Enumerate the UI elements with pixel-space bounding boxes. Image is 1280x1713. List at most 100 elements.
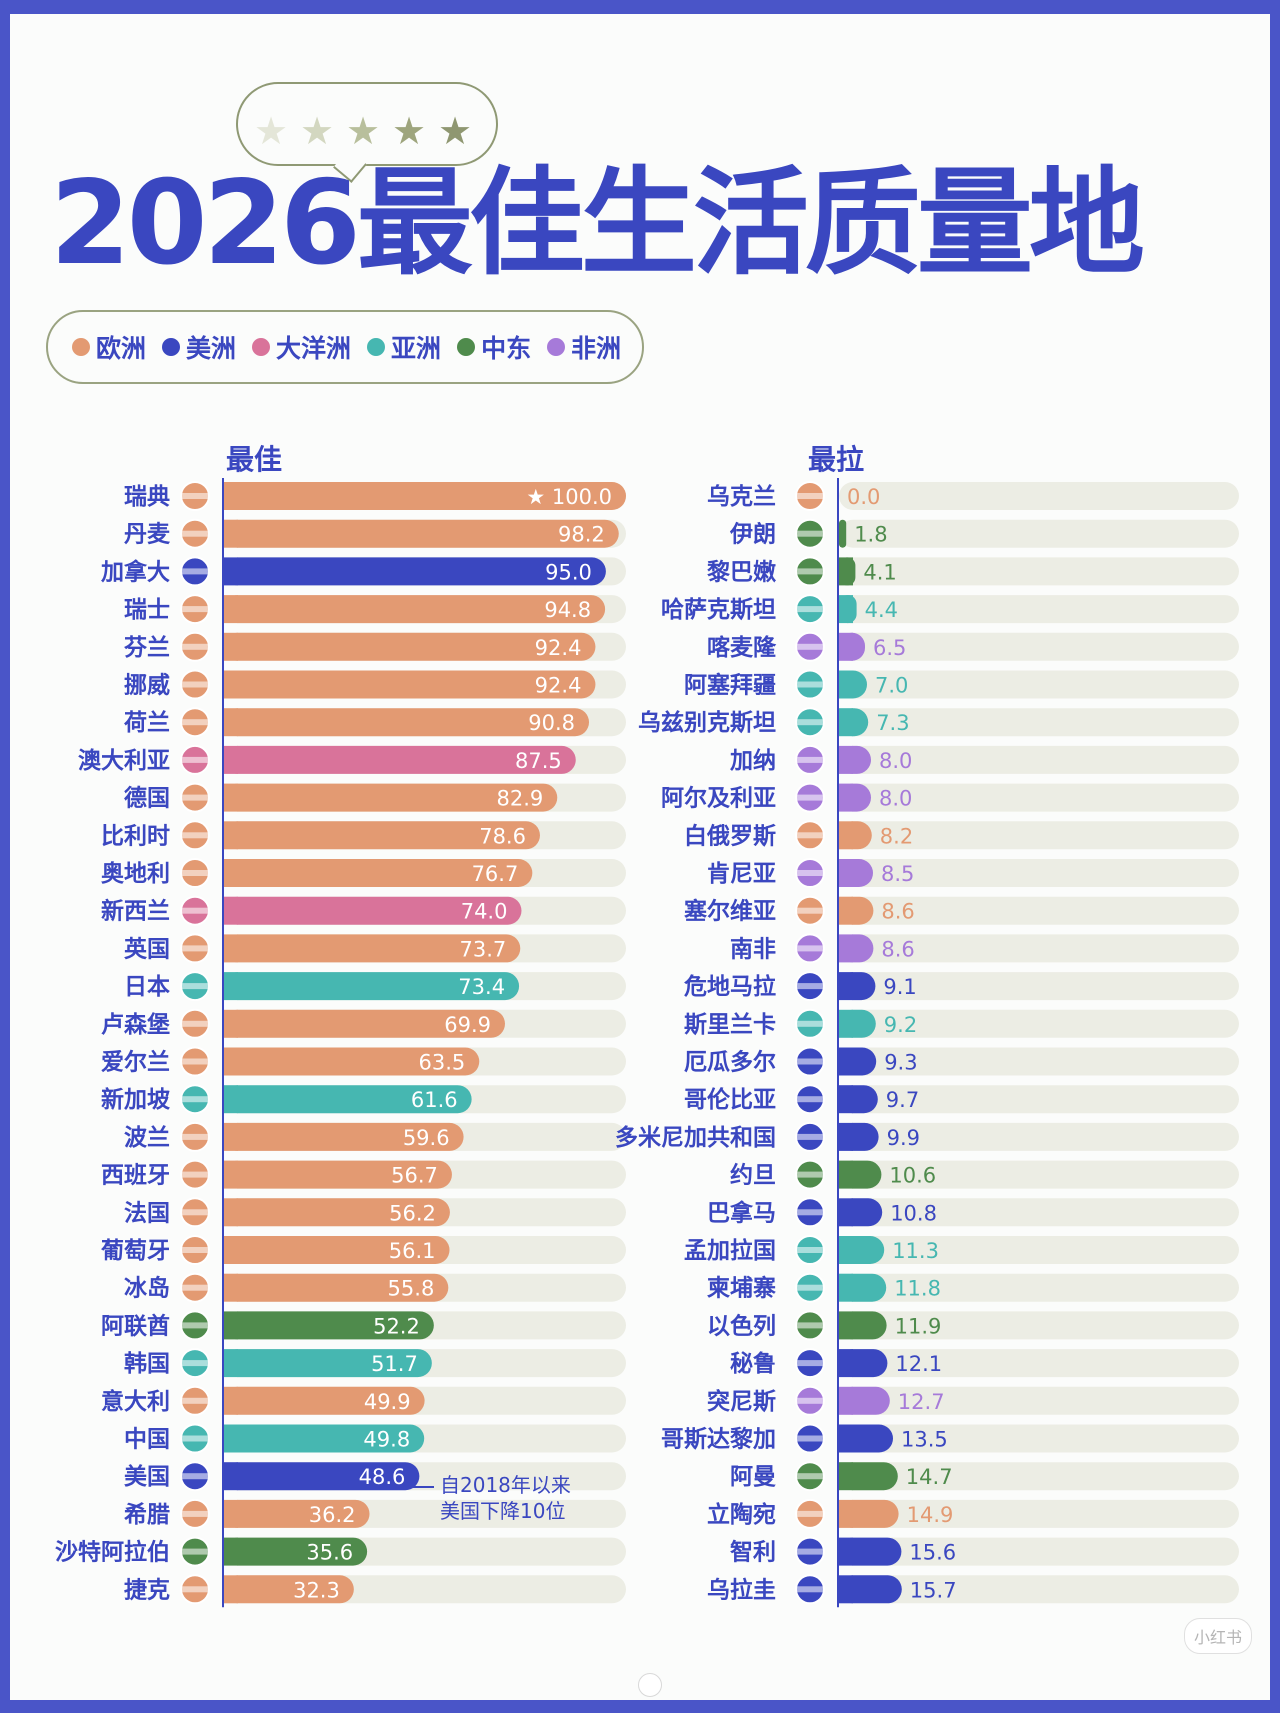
bar: [839, 1499, 899, 1528]
bar-track: [839, 519, 1239, 548]
value-label: 15.6: [909, 1541, 956, 1565]
flag-stripe: [181, 1020, 209, 1027]
bar-track: [839, 1499, 1239, 1528]
rating-star-icon: ★: [254, 109, 289, 153]
flag-stripe: [181, 530, 209, 537]
value-label: 32.3: [293, 1578, 340, 1602]
bar: [224, 1386, 425, 1415]
bar-square-end: [224, 708, 238, 737]
bar-track: [839, 1386, 1239, 1415]
bar-square-end: [839, 1273, 853, 1302]
bar-square-end: [839, 1236, 853, 1264]
value-label: 9.3: [884, 1051, 917, 1075]
flag-stripe: [796, 1284, 824, 1291]
bar-track: [839, 1349, 1239, 1378]
bar-square-end: [839, 1122, 853, 1151]
infographic-page: ★ ★ ★ ★ ★ 2026最佳生活质量地 欧洲 美洲 大洋洲 亚洲 中东 非洲 最佳 最拉 ★ …: [10, 14, 1270, 1700]
country-label: 中国: [124, 1427, 170, 1453]
value-label: 9.9: [887, 1126, 920, 1150]
country-label: 乌拉圭: [707, 1576, 776, 1603]
country-label: 柬埔寨: [707, 1275, 776, 1302]
value-label: 12.7: [898, 1390, 945, 1414]
country-label: 哈萨克斯坦: [661, 596, 776, 623]
bar-square-end: [839, 1047, 853, 1076]
flag-stripe: [181, 870, 209, 876]
bar-square-end: [224, 632, 238, 661]
country-label: 突尼斯: [707, 1388, 776, 1415]
country-label: 阿尔及利亚: [661, 785, 776, 812]
country-label: 哥伦比亚: [684, 1086, 776, 1113]
bar-track: [839, 1537, 1239, 1566]
bar-track: [839, 1085, 1239, 1114]
bar-square-end: [224, 1311, 238, 1340]
value-label: 14.7: [906, 1465, 953, 1489]
country-label: 芬兰: [124, 634, 170, 661]
country-label: 奥地利: [101, 860, 170, 887]
country-label: 加纳: [729, 747, 776, 774]
country-label: 沙特阿拉伯: [55, 1539, 170, 1566]
bar: [224, 821, 540, 850]
bar-square-end: [839, 1575, 853, 1604]
flag-stripe: [181, 1133, 209, 1140]
value-label: 76.7: [472, 862, 519, 886]
country-label: 德国: [124, 785, 170, 812]
value-label: 92.4: [535, 674, 582, 698]
country-label: 斯里兰卡: [684, 1011, 776, 1038]
bar-square-end: [224, 1160, 238, 1189]
bar-track: [839, 896, 1239, 925]
flag-stripe: [181, 1096, 209, 1103]
value-label: 14.9: [907, 1503, 954, 1527]
country-label: 乌克兰: [707, 483, 776, 510]
flag-stripe: [796, 1171, 824, 1178]
bar-square-end: [224, 557, 238, 586]
bar-track: [839, 934, 1239, 963]
bar-square-end: [839, 557, 853, 586]
value-label: 4.1: [863, 560, 896, 584]
country-label: 卢森堡: [101, 1011, 170, 1038]
flag-stripe: [181, 1548, 209, 1555]
flag-stripe: [796, 643, 824, 650]
bar-square-end: [224, 859, 238, 887]
annotation-leader-line: [412, 1486, 434, 1488]
bar: [224, 934, 521, 963]
bar-square-end: [224, 783, 238, 812]
value-label: 73.7: [460, 937, 507, 961]
bar-track: [839, 482, 1239, 510]
flag-stripe: [796, 1020, 824, 1027]
page-indicator-dot[interactable]: [638, 1673, 662, 1697]
legend-item: 非洲: [547, 329, 621, 365]
value-label: 52.2: [373, 1314, 420, 1338]
bar-square-end: [839, 595, 853, 624]
bar: [839, 519, 847, 548]
value-label: 1.8: [854, 523, 887, 547]
bar-square-end: [839, 1499, 853, 1528]
value-label: 0.0: [847, 485, 880, 509]
legend-item: 大洋洲: [252, 329, 351, 365]
country-label: 英国: [124, 935, 170, 962]
flag-stripe: [181, 493, 209, 499]
country-label: 黎巴嫩: [707, 558, 777, 585]
country-label: 美国: [124, 1463, 170, 1490]
flag-stripe: [796, 907, 824, 914]
bar-square-end: [224, 745, 238, 774]
legend-item: 欧洲: [72, 329, 146, 365]
bar: [224, 557, 606, 586]
country-label: 希腊: [124, 1501, 170, 1528]
value-label: 11.8: [894, 1277, 941, 1301]
bar-square-end: [224, 1537, 238, 1566]
legend-swatch: [162, 338, 181, 356]
bar-track: [839, 1575, 1239, 1604]
flag-stripe: [796, 945, 824, 952]
bar: [224, 1122, 464, 1151]
bar-square-end: [224, 1462, 238, 1491]
bar-square-end: [224, 1349, 238, 1378]
country-label: 意大利: [101, 1388, 170, 1415]
bar-square-end: [839, 896, 853, 925]
bar: [224, 482, 626, 510]
country-label: 比利时: [101, 823, 170, 849]
bar: [224, 1424, 425, 1453]
value-label: 8.6: [881, 900, 914, 924]
flag-stripe: [796, 606, 824, 613]
flag-stripe: [181, 1586, 209, 1593]
flag-stripe: [181, 606, 209, 613]
